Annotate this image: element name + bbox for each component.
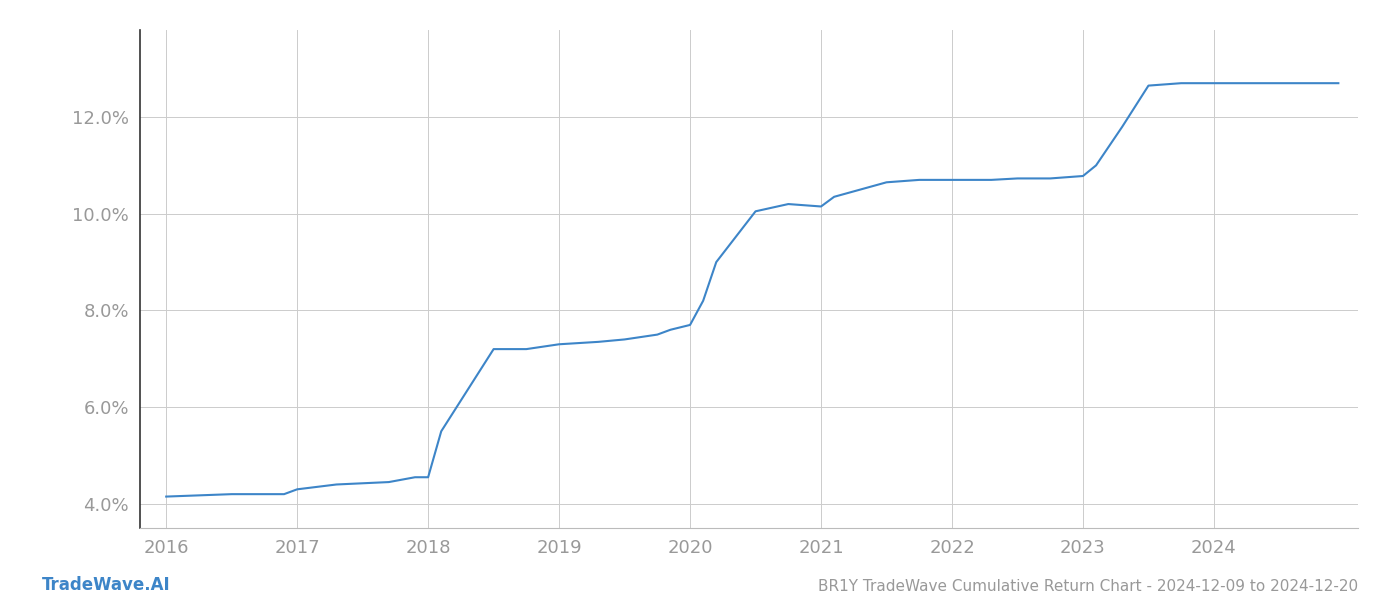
Text: TradeWave.AI: TradeWave.AI <box>42 576 171 594</box>
Text: BR1Y TradeWave Cumulative Return Chart - 2024-12-09 to 2024-12-20: BR1Y TradeWave Cumulative Return Chart -… <box>818 579 1358 594</box>
